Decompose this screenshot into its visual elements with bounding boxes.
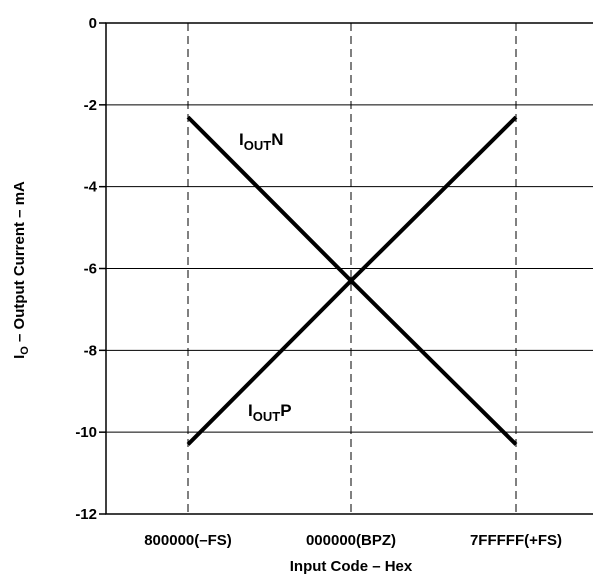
series-label-ioutn-main: I <box>239 130 244 149</box>
series-label-ioutp-tail: P <box>280 401 291 420</box>
y-tick-label: -2 <box>84 97 97 114</box>
y-tick-labels: 0 -2 -4 -6 -8 -10 -12 <box>75 15 97 523</box>
series-label-ioutn-tail: N <box>271 130 283 149</box>
y-ticks <box>99 22 106 515</box>
series-label-ioutp-main: I <box>248 401 253 420</box>
y-axis-title-main: I <box>11 355 28 359</box>
y-axis-title-subscript: O <box>19 346 31 355</box>
y-tick-label: 0 <box>89 15 97 32</box>
grid <box>106 23 593 514</box>
x-tick-label: 7FFFFF(+FS) <box>470 532 562 549</box>
x-tick-label: 000000(BPZ) <box>306 532 396 549</box>
series-label-ioutp: IOUTP <box>248 401 292 424</box>
y-tick-label: -4 <box>84 179 98 196</box>
y-tick-label: -8 <box>84 342 97 359</box>
y-tick-label: -6 <box>84 261 97 278</box>
x-axis-title: Input Code – Hex <box>290 558 413 574</box>
series-lines <box>186 115 518 446</box>
series-label-ioutp-subscript: OUT <box>253 409 281 424</box>
y-tick-label: -10 <box>75 424 97 441</box>
y-axis-title-rest: – Output Current – mA <box>11 181 28 346</box>
series-line-ioutp <box>186 115 518 446</box>
x-tick-label: 800000(–FS) <box>144 532 232 549</box>
x-tick-labels: 800000(–FS) 000000(BPZ) 7FFFFF(+FS) <box>144 532 562 549</box>
series-label-ioutn: IOUTN <box>239 130 283 153</box>
y-tick-label: -12 <box>75 506 97 523</box>
series-label-ioutn-subscript: OUT <box>244 138 272 153</box>
y-axis-title: IO – Output Current – mA <box>11 181 31 359</box>
